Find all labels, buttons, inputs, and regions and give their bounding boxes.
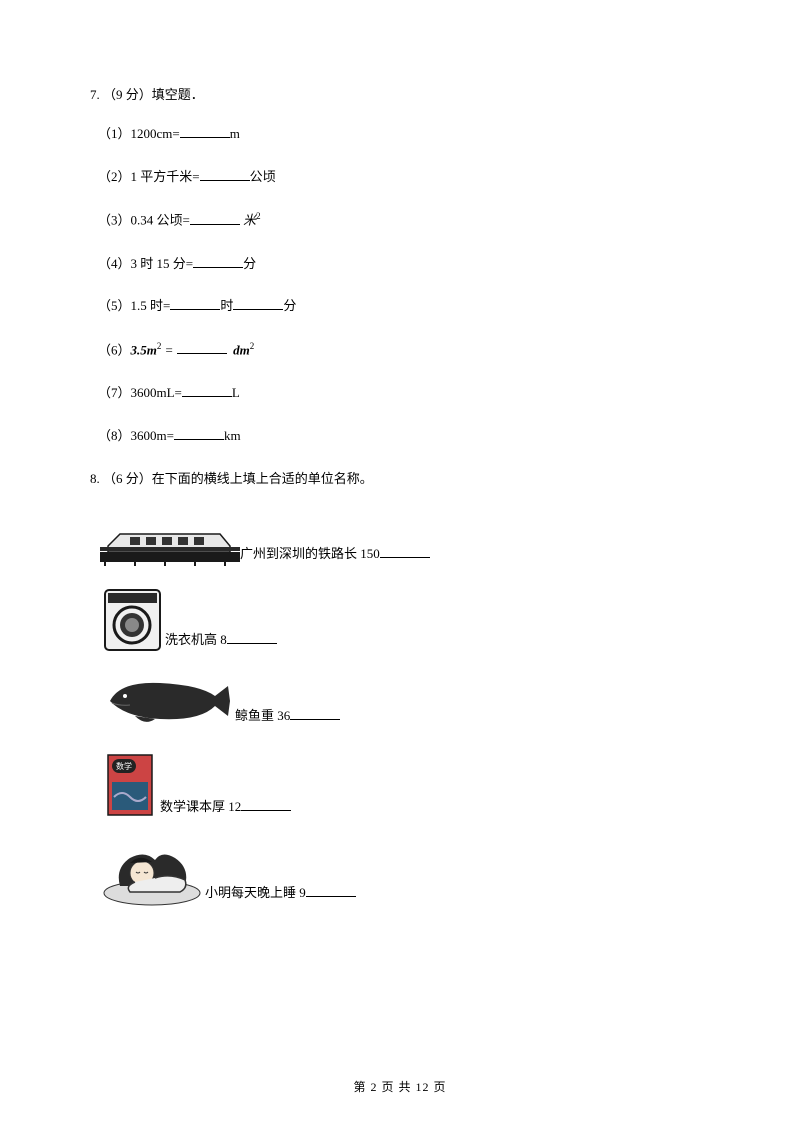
blank[interactable] [290,706,340,720]
q7-i3-sup: 2 [256,211,261,221]
blank[interactable] [380,544,430,558]
blank[interactable] [182,383,232,397]
q7-item-4: （4）3 时 15 分= 分 [98,254,710,275]
q7-item-5: （5）1.5 时= 时 分 [98,296,710,317]
q7-i3-pre: （3）0.34 公顷= [98,213,190,228]
svg-text:数学: 数学 [116,761,132,771]
q7-i7-pre: （7）3600mL= [98,385,182,400]
q7-item-1: （1）1200cm= m [98,124,710,145]
blank[interactable] [170,296,220,310]
blank[interactable] [233,296,283,310]
whale-label: 鲸鱼重 36 [235,706,340,731]
blank[interactable] [306,883,356,897]
sleep-icon [100,838,205,908]
blank[interactable] [190,211,240,225]
washer-icon [100,585,165,655]
train-icon [100,514,240,569]
blank[interactable] [200,167,250,181]
q7-i3-unit: 米 [243,213,256,228]
q7-i6-unit: dm [233,342,250,357]
q7-i6-math: 3.5m [131,342,157,357]
q7-header: 7. （9 分）填空题． [90,85,710,106]
q7-i1-pre: （1）1200cm= [98,126,180,141]
q7-i4-post: 分 [243,256,256,271]
q7-i7-post: L [232,385,240,400]
whale-icon [100,671,235,731]
q8-row-sleep: 小明每天晚上睡 9 [100,838,710,908]
q7-i2-post: 公顷 [250,169,276,184]
q7-i8-pre: （8）3600m= [98,428,174,443]
q8-row-book: 数学 数学课本厚 12 [100,747,710,822]
q7-i5-mid: 时 [220,298,233,313]
page-footer: 第 2 页 共 12 页 [0,1078,800,1097]
q8-header: 8. （6 分）在下面的横线上填上合适的单位名称。 [90,469,710,490]
blank[interactable] [177,340,227,354]
book-icon: 数学 [100,747,160,822]
q8-row-whale: 鲸鱼重 36 [100,671,710,731]
q7-i6-eq: = [161,342,176,357]
q7-item-3: （3）0.34 公顷= 米2 [98,209,710,231]
sleep-text: 小明每天晚上睡 9 [205,885,306,900]
q7-i2-pre: （2）1 平方千米= [98,169,200,184]
whale-text: 鲸鱼重 36 [235,708,290,723]
q8-row-washer: 洗衣机高 8 [100,585,710,655]
blank[interactable] [193,254,243,268]
blank[interactable] [241,797,291,811]
train-label: 广州到深圳的铁路长 150 [240,544,430,569]
book-text: 数学课本厚 12 [160,799,241,814]
washer-text: 洗衣机高 8 [165,632,227,647]
blank[interactable] [174,426,224,440]
q7-item-8: （8）3600m= km [98,426,710,447]
sleep-label: 小明每天晚上睡 9 [205,883,356,908]
q7-i4-pre: （4）3 时 15 分= [98,256,193,271]
q7-item-7: （7）3600mL= L [98,383,710,404]
q7-item-2: （2）1 平方千米= 公顷 [98,167,710,188]
q7-i1-post: m [230,126,240,141]
book-label: 数学课本厚 12 [160,797,291,822]
q7-item-6: （6）3.5m2 = dm2 [98,339,710,361]
q7-i8-post: km [224,428,241,443]
washer-label: 洗衣机高 8 [165,630,277,655]
q7-i6-pre: （6） [98,342,131,357]
q8-row-train: 广州到深圳的铁路长 150 [100,514,710,569]
q7-i5-post: 分 [283,298,296,313]
q7-i6-sup2: 2 [250,341,255,351]
blank[interactable] [180,124,230,138]
train-text: 广州到深圳的铁路长 150 [240,546,380,561]
q7-i5-pre: （5）1.5 时= [98,298,170,313]
blank[interactable] [227,630,277,644]
